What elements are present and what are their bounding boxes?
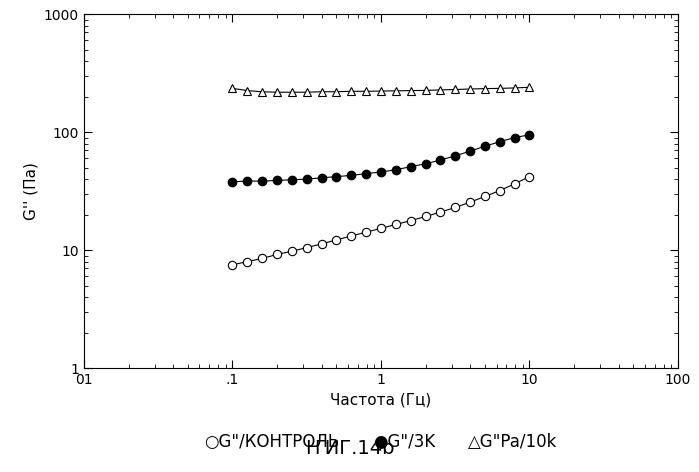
Text: ҤИГ.14b: ҤИГ.14b: [305, 439, 394, 458]
Y-axis label: G'' (Па): G'' (Па): [23, 162, 38, 220]
Legend: ○G"/КОНТРОЛЬ, ●G"/3K, △G"Pa/10k: ○G"/КОНТРОЛЬ, ●G"/3K, △G"Pa/10k: [198, 426, 564, 457]
X-axis label: Частота (Гц): Частота (Гц): [331, 393, 431, 408]
